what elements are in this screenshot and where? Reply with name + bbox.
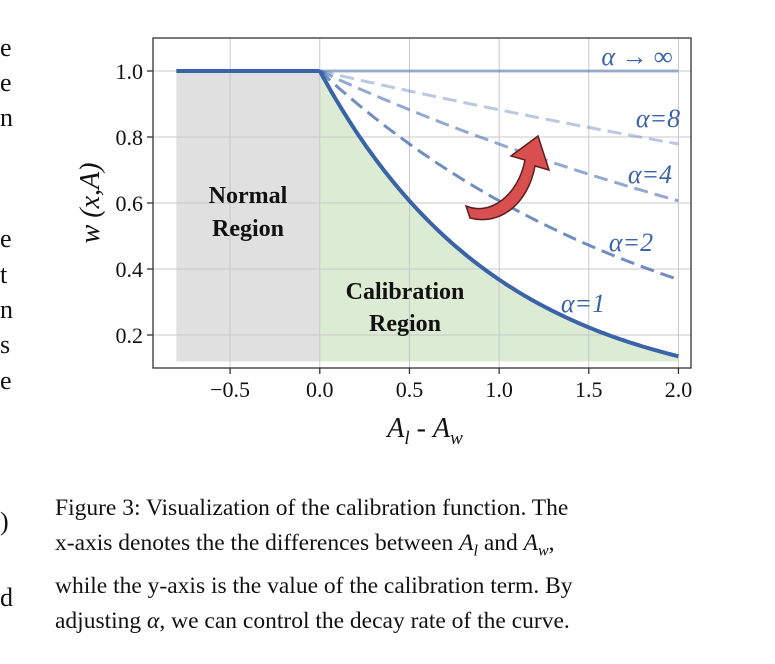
series-labels: α=1 α=2 α=4 α=8 α → ∞ bbox=[561, 42, 680, 318]
x-tick-label: −0.5 bbox=[210, 377, 250, 402]
series-line-2 bbox=[318, 69, 679, 282]
y-tick-label: 0.2 bbox=[116, 323, 144, 348]
curves bbox=[176, 69, 679, 359]
calibration-region-label-1: Calibration bbox=[346, 279, 465, 305]
region-labels: Normal Region Calibration Region bbox=[209, 183, 465, 337]
y-tick-label: 0.8 bbox=[116, 125, 144, 150]
x-tick-label: 0.0 bbox=[306, 377, 334, 402]
normal-region-fill bbox=[176, 71, 320, 362]
axis-ticks: −0.5 0.0 0.5 1.0 1.5 2.0 0.2 0.4 0.6 0.8 1.0 bbox=[116, 59, 693, 402]
series-label-8: α=8 bbox=[636, 104, 680, 133]
series-line-8 bbox=[319, 69, 679, 146]
x-tick-label: 2.0 bbox=[665, 377, 693, 402]
y-tick-label: 1.0 bbox=[116, 59, 144, 84]
series-line-1 bbox=[318, 70, 679, 359]
x-tick-label: 0.5 bbox=[396, 377, 424, 402]
margin-fragment: s bbox=[0, 330, 11, 359]
margin-fragment: ) bbox=[0, 507, 9, 536]
margin-fragment: n bbox=[0, 295, 13, 324]
figure-label: Figure 3: bbox=[55, 495, 141, 521]
series-line-4 bbox=[319, 69, 679, 203]
margin-fragment: d bbox=[0, 583, 13, 612]
left-margin-text: e e n e t n s e) d bbox=[0, 0, 20, 664]
x-tick-label: 1.0 bbox=[485, 377, 513, 402]
normal-region-label-1: Normal bbox=[209, 183, 288, 209]
caption-line-4: adjusting α, we can control the decay ra… bbox=[55, 607, 570, 634]
caption-line-1: Figure 3: Visualization of the calibrati… bbox=[55, 495, 569, 521]
y-tick-label: 0.6 bbox=[116, 191, 144, 216]
margin-fragment: t bbox=[0, 260, 8, 289]
series-label-inf: α → ∞ bbox=[601, 42, 672, 71]
series-label-4: α=4 bbox=[628, 160, 672, 189]
margin-fragment: e bbox=[0, 224, 12, 253]
margin-fragment: e bbox=[0, 33, 12, 62]
x-tick-label: 1.5 bbox=[575, 377, 603, 402]
calibration-figure: −0.5 0.0 0.5 1.0 1.5 2.00.20.40.60.81.0 α=1α=… bbox=[75, 37, 693, 449]
figure-caption: Figure 3: Visualization of the calibrati… bbox=[55, 491, 717, 639]
y-tick-label: 0.4 bbox=[116, 257, 144, 282]
grid-lines bbox=[153, 38, 691, 368]
y-axis-label: w (x,A) bbox=[75, 163, 106, 244]
margin-fragment: n bbox=[0, 103, 13, 132]
margin-fragment: e bbox=[0, 366, 12, 395]
series-label-1: α=1 bbox=[561, 289, 605, 318]
margin-fragment: e bbox=[0, 68, 12, 97]
red-curved-arrow-icon bbox=[464, 134, 551, 221]
normal-region-label-2: Region bbox=[212, 216, 284, 242]
caption-line-3: while the y-axis is the value of the cal… bbox=[55, 572, 573, 599]
series-label-2: α=2 bbox=[609, 228, 653, 257]
x-axis-label: Al - Aw bbox=[385, 413, 463, 449]
calibration-region-label-2: Region bbox=[369, 311, 441, 337]
caption-line-2: x-axis denotes the the differences betwe… bbox=[55, 530, 555, 560]
